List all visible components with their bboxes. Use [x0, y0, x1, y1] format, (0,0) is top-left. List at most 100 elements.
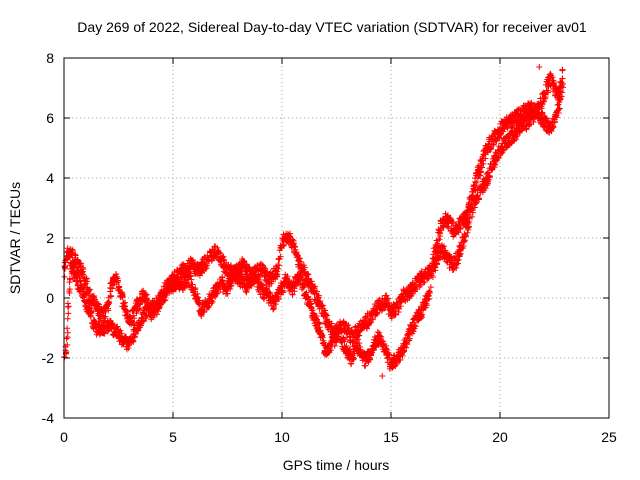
- data-point: [64, 315, 71, 322]
- data-point: [135, 305, 142, 312]
- data-point: [318, 331, 325, 338]
- data-point: [495, 155, 502, 162]
- data-point: [208, 257, 215, 264]
- data-point: [543, 115, 550, 122]
- data-point: [69, 247, 76, 254]
- y-tick-label: 2: [46, 230, 54, 246]
- data-point: [279, 287, 286, 294]
- data-point: [300, 281, 307, 288]
- data-point: [80, 271, 87, 278]
- axis-ticks: 0 5 10 15 20 25 -4 -2 0 2 4 6 8: [42, 50, 617, 445]
- data-point: [287, 286, 294, 293]
- data-point: [556, 91, 563, 98]
- data-point: [305, 293, 312, 300]
- data-point: [276, 295, 283, 302]
- data-point: [194, 290, 201, 297]
- data-point: [530, 119, 537, 126]
- data-point: [65, 310, 72, 317]
- data-point: [220, 256, 227, 263]
- y-tick-label: 0: [46, 290, 54, 306]
- data-point: [336, 327, 343, 334]
- data-point: [262, 265, 269, 272]
- data-point: [480, 160, 487, 167]
- data-point: [540, 98, 547, 105]
- data-point: [321, 307, 328, 314]
- data-point: [212, 293, 219, 300]
- data-point: [468, 206, 475, 213]
- data-point: [356, 340, 363, 347]
- data-point: [555, 106, 562, 113]
- data-point: [104, 305, 111, 312]
- data-point: [88, 308, 95, 315]
- data-point: [309, 307, 316, 314]
- data-point: [485, 149, 492, 156]
- data-points: [61, 64, 567, 379]
- data-point: [77, 278, 84, 285]
- data-point: [143, 313, 150, 320]
- data-point: [162, 296, 169, 303]
- data-point: [267, 290, 274, 297]
- x-tick-label: 25: [601, 429, 617, 445]
- y-tick-label: 6: [46, 110, 54, 126]
- data-point: [61, 273, 68, 280]
- data-point: [130, 338, 137, 345]
- data-point: [434, 240, 441, 247]
- data-point: [272, 301, 279, 308]
- data-point: [550, 124, 557, 131]
- data-point: [114, 323, 121, 330]
- data-point: [117, 327, 124, 334]
- data-point: [350, 354, 357, 361]
- data-point: [76, 277, 83, 284]
- data-point: [127, 314, 134, 321]
- data-point: [310, 310, 317, 317]
- data-point: [435, 237, 442, 244]
- data-point: [312, 322, 319, 329]
- data-point: [374, 309, 381, 316]
- data-point: [412, 323, 419, 330]
- data-point: [125, 342, 132, 349]
- data-point: [286, 233, 293, 240]
- data-point: [213, 290, 220, 297]
- data-point: [231, 267, 238, 274]
- data-point: [508, 124, 515, 131]
- y-tick-label: -2: [42, 350, 55, 366]
- data-point: [289, 236, 296, 243]
- data-point: [116, 283, 123, 290]
- data-point: [70, 264, 77, 271]
- data-point: [490, 141, 497, 148]
- data-point: [431, 264, 438, 271]
- data-point: [482, 155, 489, 162]
- x-tick-label: 20: [492, 429, 508, 445]
- data-point: [198, 312, 205, 319]
- data-point: [375, 297, 382, 304]
- data-point: [214, 290, 221, 297]
- data-point: [86, 286, 93, 293]
- data-point: [301, 264, 308, 271]
- data-point: [487, 144, 494, 151]
- data-point: [63, 335, 70, 342]
- data-point: [277, 253, 284, 260]
- data-point: [312, 315, 319, 322]
- data-point: [319, 302, 326, 309]
- data-point: [536, 64, 543, 70]
- data-point: [192, 285, 199, 292]
- data-point: [109, 285, 116, 292]
- data-point: [138, 322, 145, 329]
- data-point: [106, 300, 113, 307]
- y-tick-label: -4: [42, 410, 55, 426]
- data-point: [61, 354, 68, 361]
- data-point: [187, 273, 194, 280]
- data-point: [224, 290, 231, 297]
- data-point: [70, 264, 77, 271]
- data-point: [409, 279, 416, 286]
- grid: [64, 58, 609, 418]
- data-point: [454, 260, 461, 267]
- data-point: [140, 287, 147, 294]
- data-point: [274, 271, 281, 278]
- data-point: [500, 128, 507, 135]
- data-point: [219, 277, 226, 284]
- data-point: [83, 275, 90, 282]
- data-point: [208, 297, 215, 304]
- data-point: [447, 253, 454, 260]
- data-point: [129, 318, 136, 325]
